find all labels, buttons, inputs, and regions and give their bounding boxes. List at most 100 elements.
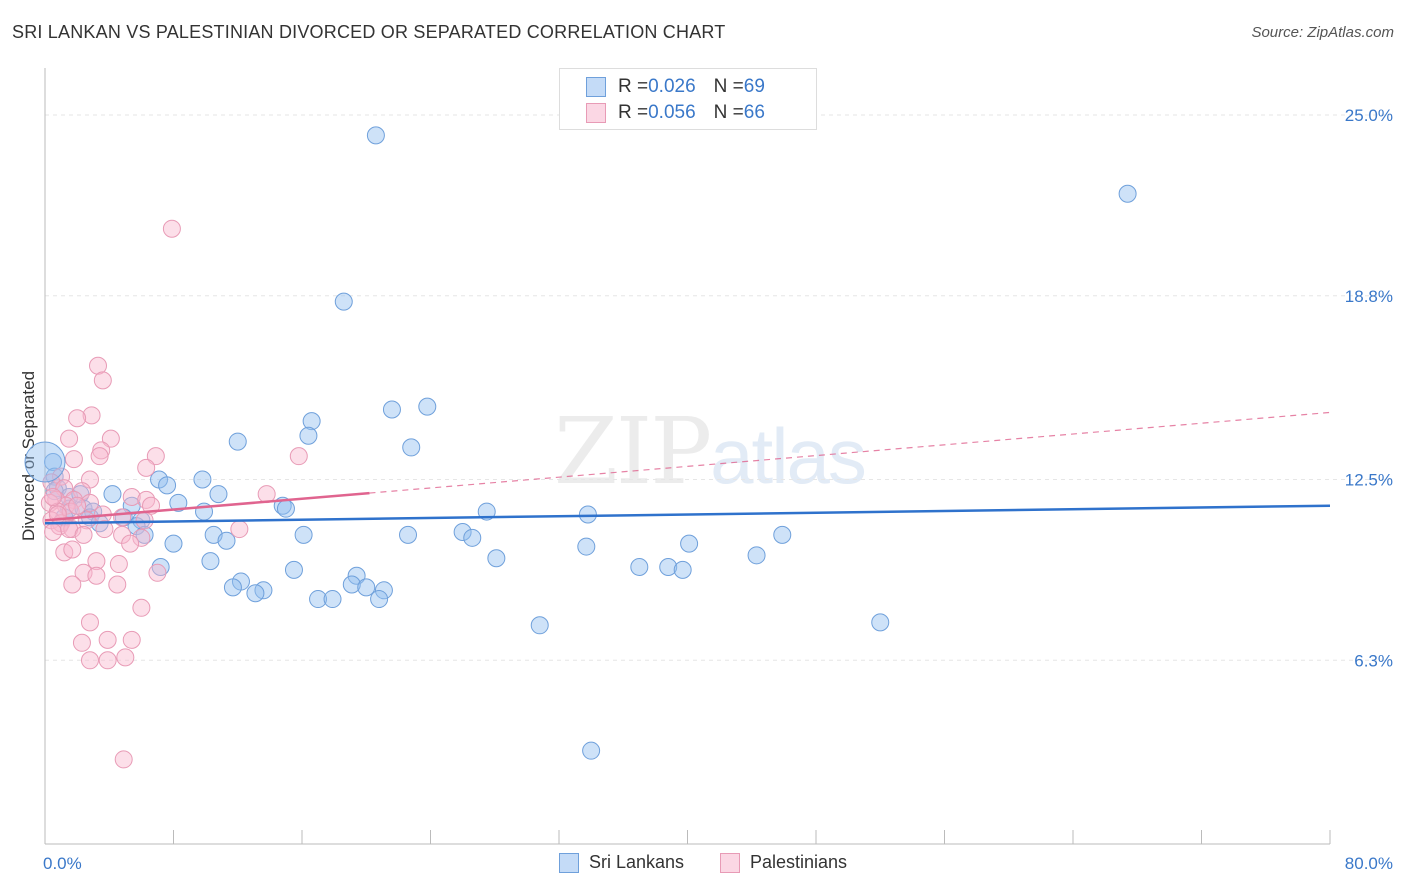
y-tick-label: 25.0% — [1345, 106, 1393, 125]
stats-r-value: 0.056 — [648, 102, 696, 123]
data-point-blue — [347, 566, 366, 585]
data-point-blue — [487, 549, 506, 568]
data-point-blue — [402, 438, 421, 457]
data-point-pink — [289, 447, 308, 466]
data-point-blue — [630, 557, 649, 576]
data-point-blue — [164, 534, 183, 553]
data-point-pink — [132, 598, 151, 617]
chart-title: SRI LANKAN VS PALESTINIAN DIVORCED OR SE… — [12, 22, 726, 42]
data-point-blue — [382, 400, 401, 419]
data-point-pink — [162, 219, 181, 238]
data-point-blue — [530, 616, 549, 635]
data-point-blue — [659, 557, 678, 576]
data-point-blue — [209, 485, 228, 504]
series-pink — [40, 219, 308, 769]
data-point-pink — [114, 750, 133, 769]
data-point-blue — [276, 499, 295, 518]
data-point-blue — [309, 590, 328, 609]
watermark: ZIPatlas — [554, 398, 867, 505]
data-point-blue — [370, 590, 389, 609]
data-point-blue — [302, 412, 321, 431]
data-point-blue — [577, 537, 596, 556]
source-label: Source: ZipAtlas.com — [1251, 24, 1394, 41]
data-point-blue — [342, 575, 361, 594]
data-point-pink — [132, 528, 151, 547]
data-point-pink — [74, 525, 93, 544]
data-point-pink — [90, 447, 109, 466]
data-point-pink — [93, 371, 112, 390]
x-tick-label: 80.0% — [1345, 854, 1393, 873]
data-point-pink — [98, 630, 117, 649]
data-point-blue — [201, 552, 220, 571]
stats-row-sri-lankans: R = 0.026 N = 69 — [586, 74, 765, 100]
data-point-blue — [453, 522, 472, 541]
data-point-pink — [63, 575, 82, 594]
stats-r-value: 0.026 — [648, 76, 696, 97]
data-point-pink — [122, 630, 141, 649]
watermark-zip: ZIP — [554, 398, 712, 505]
data-point-blue — [246, 584, 265, 603]
data-point-blue — [334, 292, 353, 311]
data-point-pink — [68, 496, 87, 515]
data-point-blue — [374, 581, 393, 600]
data-point-blue — [193, 470, 212, 489]
data-point-pink — [72, 633, 91, 652]
data-point-blue — [366, 126, 385, 145]
y-tick-label: 6.3% — [1354, 651, 1393, 670]
stats-swatch-blue — [586, 77, 606, 97]
data-point-pink — [82, 406, 101, 425]
data-point-pink — [87, 552, 106, 571]
data-point-blue-large — [24, 441, 66, 483]
data-point-blue — [151, 557, 170, 576]
legend-swatch-pink — [720, 852, 740, 873]
data-point-blue — [673, 560, 692, 579]
data-point-blue — [680, 534, 699, 553]
series-blue — [44, 126, 1137, 760]
legend-item-palestinians[interactable]: Palestinians — [720, 852, 847, 873]
x-tick-label: 0.0% — [43, 854, 82, 873]
data-point-pink — [60, 429, 79, 448]
data-point-pink — [92, 441, 111, 460]
data-point-blue — [169, 493, 188, 512]
data-point-pink — [68, 409, 87, 428]
legend-item-sri-lankans[interactable]: Sri Lankans — [558, 852, 684, 873]
legend-swatch-blue — [558, 852, 579, 873]
stats-n-label: N = — [713, 76, 744, 97]
data-point-blue — [1118, 184, 1137, 203]
data-point-pink — [64, 450, 83, 469]
data-point-blue — [582, 741, 601, 760]
data-point-pink — [63, 540, 82, 559]
data-point-blue — [158, 476, 177, 495]
data-point-pink — [98, 651, 117, 670]
data-point-pink — [121, 534, 140, 553]
data-point-pink — [109, 555, 128, 574]
data-point-blue — [294, 525, 313, 544]
data-point-blue — [323, 590, 342, 609]
data-point-blue — [578, 505, 597, 524]
data-point-blue — [463, 528, 482, 547]
data-point-blue — [357, 578, 376, 597]
data-point-blue — [399, 525, 418, 544]
data-point-blue — [217, 531, 236, 550]
data-point-blue — [228, 432, 247, 451]
data-point-blue — [773, 525, 792, 544]
data-point-pink — [44, 522, 63, 541]
data-point-blue — [418, 397, 437, 416]
data-point-pink — [95, 520, 114, 539]
trend-line-pink — [44, 491, 370, 522]
stats-r-label: R = — [618, 102, 649, 123]
y-tick-label: 12.5% — [1345, 470, 1393, 489]
data-point-pink — [80, 613, 99, 632]
watermark-atlas: atlas — [710, 412, 867, 500]
data-point-pink — [44, 487, 63, 506]
data-point-blue — [103, 485, 122, 504]
data-point-blue — [747, 546, 766, 565]
data-point-blue — [871, 613, 890, 632]
data-point-pink — [89, 356, 108, 375]
data-point-pink — [135, 511, 154, 530]
stats-n-label: N = — [713, 102, 744, 123]
data-point-pink — [230, 520, 249, 539]
stats-n-value: 69 — [743, 76, 765, 97]
data-point-pink — [80, 651, 99, 670]
